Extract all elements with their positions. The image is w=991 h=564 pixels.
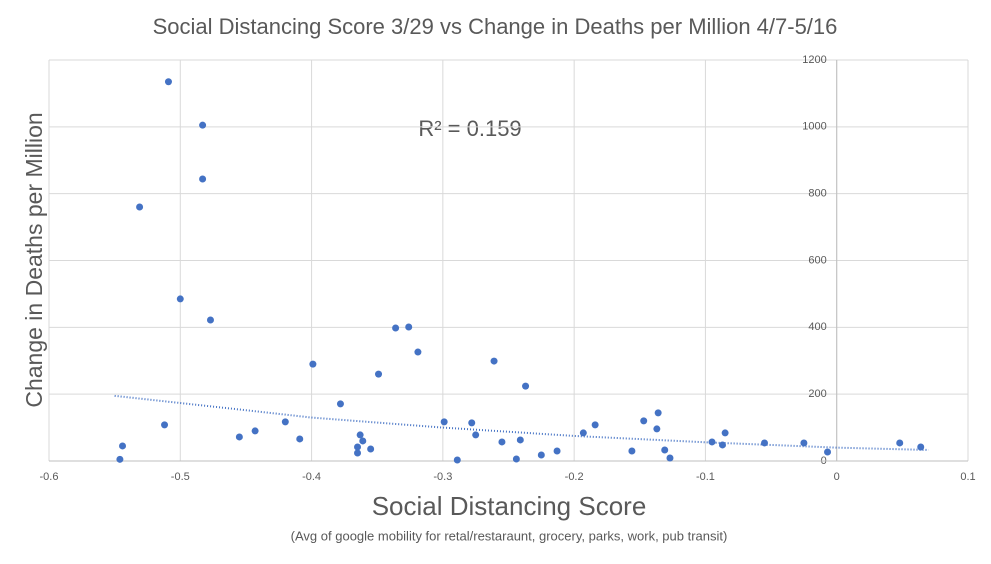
point (498, 438, 506, 446)
point (628, 447, 636, 455)
point (468, 419, 476, 427)
point (199, 175, 207, 183)
point (392, 324, 400, 332)
point (235, 433, 243, 441)
point (718, 441, 726, 449)
point (721, 429, 729, 437)
point (666, 454, 674, 462)
point (917, 443, 925, 451)
point (176, 295, 184, 303)
point (516, 436, 524, 444)
point (116, 455, 124, 463)
point (309, 360, 317, 368)
x-tick-label: 0 (834, 471, 840, 483)
point (164, 78, 172, 86)
point (800, 439, 808, 447)
point (136, 203, 144, 211)
point (359, 437, 367, 445)
annotation: R² = 0.159 (418, 116, 521, 141)
trendline (114, 394, 929, 451)
point (472, 431, 480, 439)
point (761, 439, 769, 447)
x-tick-label: -0.1 (696, 471, 715, 483)
point (653, 425, 661, 433)
point (251, 427, 259, 435)
point (414, 348, 422, 356)
point (661, 446, 669, 454)
point (354, 449, 362, 457)
point (553, 447, 561, 455)
point (356, 431, 364, 439)
x-axis-subtitle: (Avg of google mobility for retal/restar… (291, 528, 728, 543)
point (522, 382, 530, 390)
point (490, 357, 498, 365)
point (199, 121, 207, 129)
y-tick-label: 1200 (802, 54, 826, 66)
y-tick-label: 800 (808, 188, 826, 200)
point (354, 443, 362, 451)
chart-title: Social Distancing Score 3/29 vs Change i… (153, 14, 838, 39)
point (206, 316, 214, 324)
point (367, 445, 375, 453)
point (640, 417, 648, 425)
point (537, 451, 545, 459)
point (824, 448, 832, 456)
x-axis-title: Social Distancing Score (372, 491, 647, 521)
y-tick-label: 600 (808, 254, 826, 266)
x-tick-label: -0.3 (433, 471, 452, 483)
point (512, 455, 520, 463)
point (896, 439, 904, 447)
y-tick-label: 400 (808, 321, 826, 333)
x-tick-label: -0.5 (171, 471, 190, 483)
y-tick-label: 1000 (802, 121, 826, 133)
x-tick-label: -0.6 (40, 471, 59, 483)
point (281, 418, 289, 426)
point (336, 400, 344, 408)
x-tick-label: -0.2 (565, 471, 584, 483)
y-axis-title: Change in Deaths per Million (21, 112, 47, 407)
point (453, 456, 461, 464)
point (375, 370, 383, 378)
x-tick-label: -0.4 (302, 471, 321, 483)
point (161, 421, 169, 429)
y-tick-label: 200 (808, 388, 826, 400)
point (579, 429, 587, 437)
point (405, 323, 413, 331)
point (654, 409, 662, 417)
point (591, 421, 599, 429)
point (296, 435, 304, 443)
point (708, 438, 716, 446)
x-tick-label: 0.1 (960, 471, 975, 483)
point (119, 442, 127, 450)
point (440, 418, 448, 426)
